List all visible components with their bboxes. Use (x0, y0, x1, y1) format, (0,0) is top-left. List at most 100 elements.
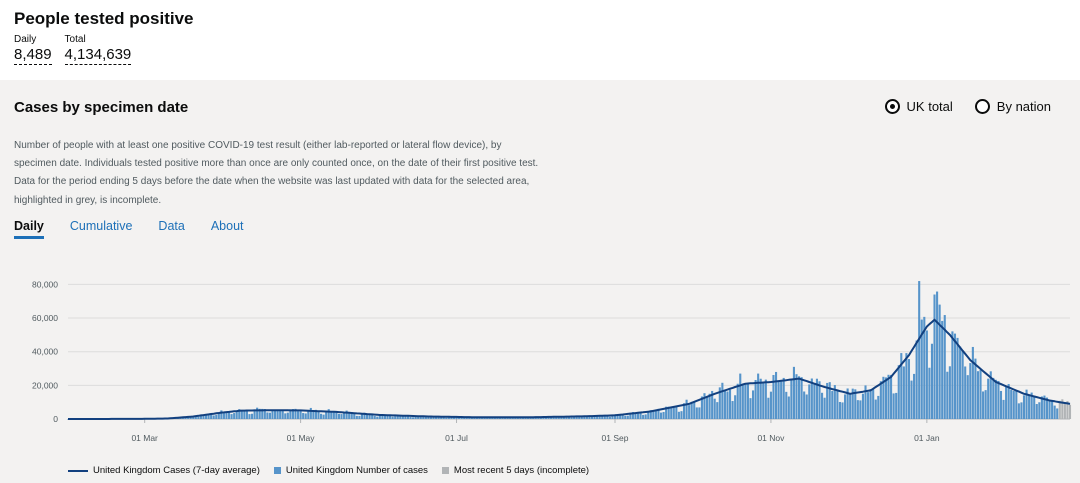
case-bar (680, 411, 683, 419)
case-bar (222, 412, 225, 419)
y-tick-label: 60,000 (32, 313, 58, 323)
case-bar (217, 412, 220, 419)
case-bar (624, 415, 627, 419)
radio-by-nation[interactable]: By nation (974, 99, 1051, 114)
y-tick-label: 80,000 (32, 279, 58, 289)
case-bar (882, 376, 885, 419)
case-bar (690, 401, 693, 419)
case-bar (879, 381, 882, 419)
case-bar (746, 383, 749, 419)
case-bar (376, 416, 379, 419)
radio-uk-total-label[interactable]: UK total (906, 99, 953, 114)
case-bar (611, 414, 614, 419)
case-bar (890, 374, 893, 419)
case-bar (833, 385, 836, 419)
bar-layer (66, 281, 1072, 420)
case-bar (399, 415, 402, 419)
case-bar (286, 412, 289, 419)
case-bar (616, 414, 619, 419)
case-bar (828, 382, 831, 419)
y-tick-label: 40,000 (32, 347, 58, 357)
case-bar (455, 417, 458, 419)
case-bar (240, 410, 243, 419)
case-bar (636, 413, 640, 419)
tab-cumulative[interactable]: Cumulative (69, 219, 133, 233)
case-bar (355, 415, 358, 419)
case-bar (189, 416, 192, 419)
case-bar (567, 416, 571, 419)
case-bar (1015, 390, 1018, 419)
case-bar (325, 410, 328, 419)
case-bar (772, 374, 775, 419)
case-bar (345, 410, 348, 419)
case-bar (501, 417, 504, 419)
y-tick-label: 0 (53, 414, 58, 424)
case-bar (987, 378, 990, 419)
metric-daily[interactable]: Daily 8,489 (14, 34, 52, 65)
case-bar (956, 337, 959, 419)
case-bar (913, 373, 916, 419)
case-bar (289, 409, 292, 419)
case-bar (665, 406, 668, 419)
case-bar (570, 417, 573, 419)
cases-chart[interactable]: 0 20,000 40,000 60,000 80,000 01 Mar 01 May 01 … (0, 80, 1080, 460)
case-bar (851, 388, 854, 419)
case-bar (358, 415, 361, 419)
x-tick-label: 01 Nov (757, 433, 785, 443)
case-bar (215, 414, 218, 419)
tab-data[interactable]: Data (158, 219, 185, 233)
case-bar (271, 409, 274, 419)
case-bar (210, 414, 213, 419)
case-bar (918, 281, 921, 419)
case-bar (332, 412, 335, 419)
case-bar (317, 410, 320, 419)
radio-unchecked-icon[interactable] (974, 99, 990, 114)
case-bar (872, 388, 875, 419)
case-bar (555, 417, 558, 419)
case-bar (481, 418, 484, 419)
tab-daily[interactable]: Daily (14, 219, 44, 239)
x-tick-label: 01 Jul (445, 433, 468, 443)
case-bar (982, 391, 985, 419)
case-bar (1033, 395, 1036, 419)
case-bar (291, 409, 294, 419)
case-bar (442, 416, 445, 419)
case-bar (826, 382, 829, 419)
case-bar (854, 389, 857, 419)
case-bar (419, 416, 422, 419)
case-bar (547, 416, 550, 419)
radio-uk-total[interactable]: UK total (884, 99, 953, 114)
case-bar (923, 316, 926, 419)
metric-daily-value[interactable]: 8,489 (14, 46, 52, 65)
case-bar (667, 406, 670, 419)
case-bar (1002, 399, 1005, 419)
case-bar (314, 409, 317, 419)
case-bar (915, 340, 918, 419)
case-bar (613, 414, 617, 419)
case-bar (629, 412, 632, 419)
case-bar (585, 416, 588, 419)
metric-total[interactable]: Total 4,134,639 (64, 34, 132, 65)
case-bar (790, 378, 793, 419)
incomplete-bar (1061, 399, 1064, 419)
case-bar (580, 416, 583, 419)
case-bar (946, 371, 949, 419)
case-bar (348, 412, 351, 419)
radio-checked-icon[interactable] (884, 99, 900, 114)
line-layer (68, 318, 1071, 420)
case-bar (335, 412, 338, 419)
case-bar (654, 411, 657, 419)
metric-total-value[interactable]: 4,134,639 (64, 46, 132, 65)
case-bar (639, 412, 642, 419)
case-bar (378, 415, 381, 419)
case-bar (708, 393, 711, 419)
case-bar (688, 405, 691, 419)
case-bar (642, 414, 645, 419)
case-bar (1020, 402, 1023, 419)
case-bar (412, 417, 415, 419)
radio-by-nation-label[interactable]: By nation (996, 99, 1051, 114)
legend-blue-swatch (273, 467, 281, 474)
tab-about[interactable]: About (210, 219, 244, 233)
case-bar (744, 383, 747, 419)
case-bar (307, 411, 310, 419)
